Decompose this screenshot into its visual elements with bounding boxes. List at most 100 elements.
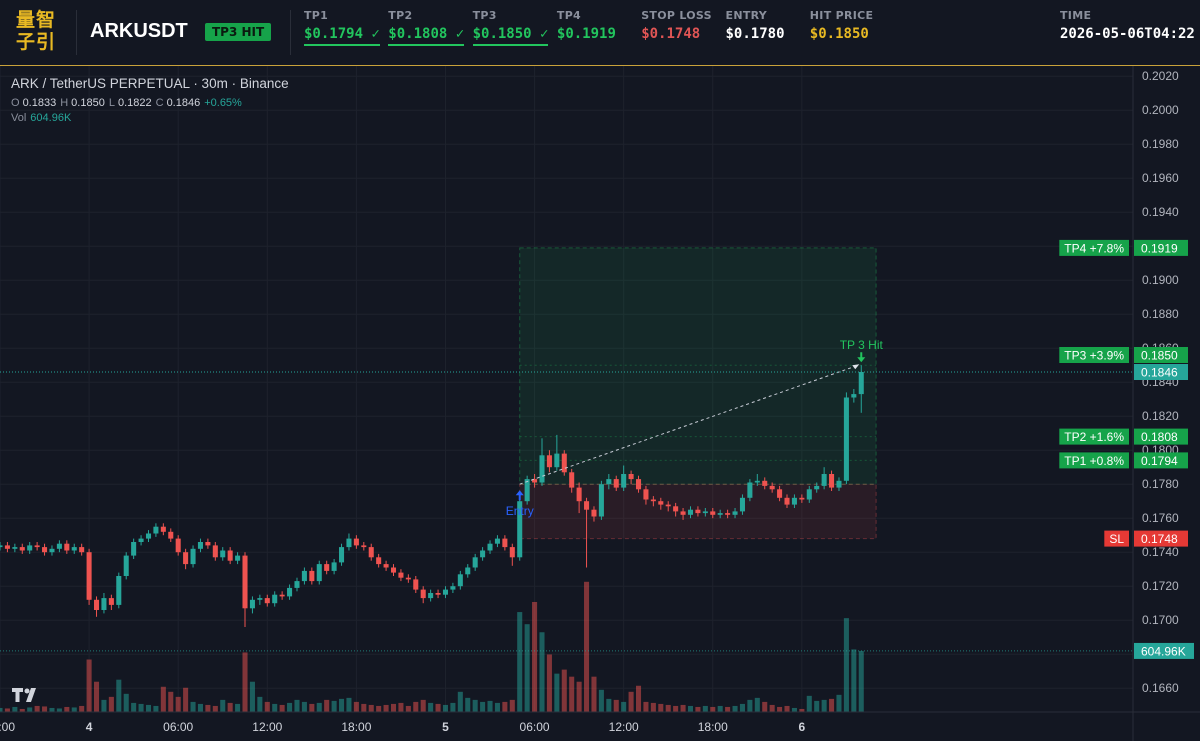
candle-body — [784, 497, 790, 505]
candle-body — [576, 487, 582, 502]
volume-bar — [480, 701, 486, 712]
volume-bar — [160, 686, 166, 712]
candle-body — [42, 547, 48, 553]
chart-title: ARK / TetherUS PERPETUAL · 30m · Binance — [11, 76, 289, 91]
volume-bar — [197, 703, 203, 712]
candle-body — [613, 479, 619, 488]
candle-body — [710, 511, 716, 515]
volume-bar — [405, 705, 411, 712]
candle-body — [658, 501, 664, 505]
entry-arrow — [515, 490, 524, 501]
volume-bar — [747, 699, 753, 712]
candle-body — [145, 533, 152, 539]
volume-bar — [613, 699, 619, 712]
candle-body — [376, 557, 382, 565]
stat-label: ENTRY — [725, 9, 768, 22]
candle-body — [235, 555, 241, 561]
volume-bar — [123, 693, 129, 712]
volume-bar — [539, 632, 545, 712]
candle-body — [64, 543, 70, 551]
volume-bar — [695, 706, 701, 712]
candle-body — [762, 480, 768, 486]
candle-body — [71, 547, 77, 551]
candle-body — [665, 504, 671, 507]
volume-bar — [739, 703, 745, 712]
volume-bar — [309, 703, 315, 712]
level-name: TP3 +3.9% — [1064, 349, 1124, 363]
volume-bar — [598, 689, 604, 712]
volume-bar — [56, 708, 62, 712]
candle-body — [843, 397, 849, 481]
level-price-box — [1134, 530, 1188, 547]
volume-bar — [428, 702, 434, 712]
candle-body — [287, 587, 293, 597]
annotation: TP 3 Hit — [840, 338, 884, 352]
stat-label: TP4 — [556, 9, 582, 22]
level-price: 0.1748 — [1141, 532, 1178, 546]
volume-bar — [554, 673, 560, 712]
candle-body — [680, 511, 686, 515]
candle-body — [12, 547, 18, 549]
volume-bar — [687, 705, 694, 712]
volume-bar — [836, 694, 842, 712]
candle-body — [257, 598, 263, 600]
candle-body — [532, 479, 538, 483]
stat-label: HIT PRICE — [809, 9, 874, 22]
volume-bar — [390, 703, 397, 712]
candle-body — [413, 579, 419, 590]
volume-bar — [71, 707, 77, 712]
level-name-box — [1059, 428, 1129, 445]
y-tick-label: 0.1660 — [1142, 681, 1179, 695]
volume-bar — [710, 706, 716, 712]
stat: TP3 $0.1850 ✓ — [472, 9, 549, 46]
x-tick-label: 4 — [86, 720, 93, 734]
candle-body — [249, 599, 255, 609]
candle-body — [331, 562, 337, 571]
volume-bar — [294, 699, 300, 712]
candle-body — [101, 598, 107, 610]
volume-bar — [680, 704, 686, 712]
level-name-box — [1059, 452, 1129, 469]
candle-body — [220, 550, 226, 558]
symbol: ARKUSDT — [90, 20, 188, 42]
volume-bar — [843, 618, 849, 712]
axes: 0.16600.16800.17000.17200.17400.17600.17… — [0, 69, 1194, 734]
x-tick-label: 12:00 — [252, 720, 282, 734]
candle-body — [472, 557, 478, 568]
last-price-box — [1134, 364, 1188, 380]
volume-bar — [86, 659, 92, 712]
candle-body — [517, 501, 523, 558]
legend-key: Vol — [11, 112, 26, 124]
level-price: 0.1808 — [1141, 430, 1178, 444]
x-tick-label: 06:00 — [520, 720, 550, 734]
candle-body — [606, 479, 612, 485]
tradingview-logo — [12, 688, 36, 702]
candle-body — [346, 538, 352, 548]
volume-legend: Vol 604.96K — [11, 112, 72, 124]
y-tick-label: 0.1700 — [1142, 613, 1179, 627]
volume-bar — [665, 704, 671, 712]
stat: TP1 $0.1794 ✓ — [304, 9, 380, 46]
level-name-box — [1059, 239, 1129, 256]
volume-bar — [153, 705, 159, 712]
y-tick-label: 0.1740 — [1142, 545, 1179, 559]
volume-bar — [93, 681, 100, 712]
candle-body — [123, 555, 129, 576]
volume-bar — [131, 702, 137, 712]
candle-body — [19, 547, 25, 551]
y-tick-label: 0.1960 — [1142, 171, 1179, 185]
volume-bar — [814, 700, 820, 712]
candle-body — [242, 555, 248, 609]
candle-body — [598, 484, 604, 517]
volume-bar — [494, 702, 500, 712]
candle-body — [814, 485, 820, 490]
candle-body — [502, 538, 508, 548]
volume-bar — [413, 701, 419, 712]
candle-body — [383, 564, 389, 568]
candle-body — [836, 480, 842, 488]
volume-bar — [762, 701, 768, 712]
volume-label: 604.96K — [1141, 644, 1186, 658]
candle-body — [487, 543, 493, 551]
stat-value: $0.1748 — [641, 26, 701, 42]
